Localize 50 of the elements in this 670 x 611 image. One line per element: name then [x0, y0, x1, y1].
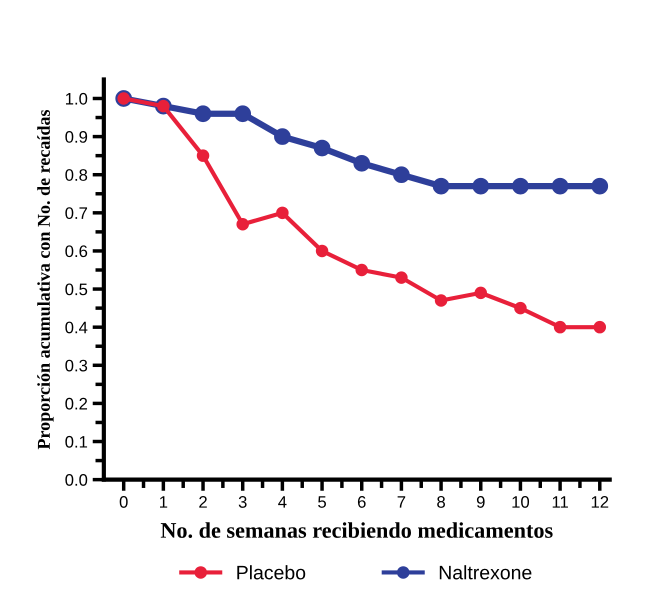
y-tick-label: 0.9	[65, 131, 88, 143]
point	[554, 320, 566, 334]
x-tick-label: 2	[199, 496, 207, 508]
x-tick-label: 0	[120, 496, 128, 508]
x-tick-label: 7	[398, 496, 406, 508]
y-tick-label: 1.0	[66, 92, 88, 105]
x-tick-label: 4	[278, 496, 287, 508]
x-tick-label: 5	[318, 496, 326, 508]
point	[236, 218, 249, 231]
point	[395, 271, 408, 284]
y-tick-label: 0.2	[65, 398, 88, 410]
point	[314, 140, 330, 156]
x-tick-label: 3	[238, 496, 247, 508]
x-tick-label: 8	[437, 496, 445, 508]
point	[355, 264, 368, 276]
legend-label: Placebo	[237, 565, 306, 580]
point	[472, 178, 490, 194]
x-tick-label: 10	[512, 496, 530, 508]
point	[591, 178, 608, 194]
y-tick-label: 0.5	[65, 283, 88, 296]
x-tick-label: 9	[476, 496, 485, 508]
point	[194, 105, 212, 122]
point	[196, 149, 210, 162]
y-tick-label: 0.4	[65, 322, 88, 334]
x-tick-label: 6	[358, 496, 366, 508]
point	[316, 244, 328, 258]
y-tick-label: 0.1	[65, 436, 88, 448]
x-axis-title: No. de semanas recibiendo medicamentos	[160, 522, 553, 538]
point	[552, 178, 568, 194]
point	[353, 154, 370, 172]
x-tick-label: 12	[592, 496, 608, 508]
y-tick-label: 0.6	[65, 245, 88, 258]
point	[434, 294, 448, 307]
x-tick-label: 11	[552, 496, 568, 508]
point	[274, 128, 291, 145]
y-axis-title: Proporción acumulativa con No. de recaídas	[37, 110, 54, 450]
point	[512, 178, 529, 194]
y-tick-label: 0.3	[65, 360, 88, 372]
point	[594, 320, 606, 334]
y-tick-label: 0.7	[65, 207, 88, 220]
point	[474, 286, 488, 300]
legend-label: Naltrexone	[440, 565, 532, 580]
y-tick-label: 0.0	[65, 474, 88, 486]
point	[393, 166, 410, 184]
point	[432, 178, 450, 194]
point	[234, 105, 252, 122]
x-tick-label: 1	[160, 496, 168, 508]
y-tick-label: 0.8	[65, 169, 88, 181]
point	[514, 302, 527, 314]
point	[276, 206, 289, 220]
